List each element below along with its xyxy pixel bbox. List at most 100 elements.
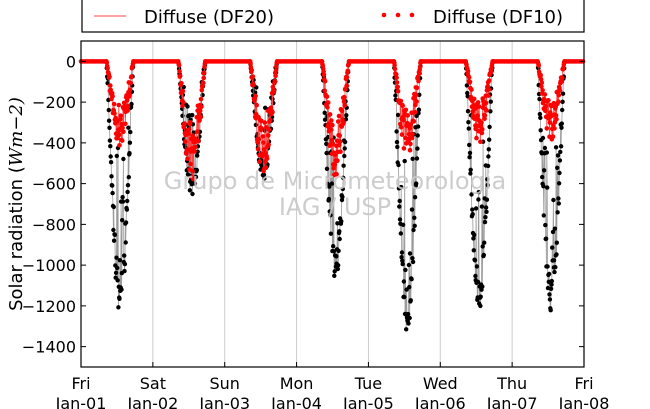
total-radiation-point (407, 251, 413, 256)
total-radiation-point (119, 287, 124, 292)
diffuse-df10-point (342, 103, 348, 108)
x-tick-label-date: Jan-02 (126, 394, 178, 409)
diffuse-df10-point (186, 127, 192, 132)
diffuse-df10-point (177, 73, 183, 78)
diffuse-df10-point (116, 132, 122, 138)
total-radiation-point (559, 125, 564, 130)
total-radiation-point (406, 321, 411, 326)
total-radiation-point (409, 207, 415, 212)
y-tick-label: −1000 (22, 256, 76, 275)
total-radiation-point (332, 273, 337, 278)
diffuse-df10-point (399, 132, 405, 137)
total-radiation-point (324, 141, 329, 147)
total-radiation-point (399, 184, 404, 190)
x-tick-label-day: Fri (574, 374, 593, 393)
total-radiation-point (332, 269, 337, 274)
total-radiation-point (261, 172, 267, 177)
diffuse-df10-point (406, 131, 412, 137)
diffuse-df10-point (179, 81, 184, 86)
y-tick-label: −1400 (22, 338, 76, 357)
y-axis-label-unit: Wm (6, 131, 27, 167)
x-tick-label-day: Sun (209, 374, 239, 393)
diffuse-df10-point (261, 140, 266, 145)
diffuse-df10-point (414, 85, 420, 91)
total-radiation-point (114, 255, 119, 260)
diffuse-df10-point (199, 87, 205, 93)
diffuse-df10-point (472, 116, 477, 121)
diffuse-df10-point (336, 113, 342, 119)
total-radiation-point (475, 279, 481, 285)
diffuse-df10-point (392, 63, 397, 68)
total-radiation-point (400, 261, 405, 267)
total-radiation-point (109, 174, 114, 179)
diffuse-df10-point (417, 71, 422, 76)
diffuse-df10-point (272, 78, 278, 84)
diffuse-df10-point (550, 134, 556, 139)
total-radiation-point (541, 184, 546, 189)
total-radiation-point (410, 259, 416, 265)
total-radiation-point (550, 229, 556, 235)
total-radiation-point (554, 252, 559, 257)
diffuse-df10-point (182, 139, 188, 144)
diffuse-df10-point (334, 172, 339, 177)
diffuse-df10-point (395, 88, 401, 94)
diffuse-df10-point (540, 88, 545, 93)
diffuse-df10-point (121, 129, 126, 135)
diffuse-df10-point (480, 126, 485, 132)
total-radiation-point (415, 124, 421, 129)
diffuse-df10-point (257, 159, 263, 164)
total-radiation-point (397, 217, 403, 222)
total-radiation-point (469, 192, 474, 197)
diffuse-df10-point (180, 103, 185, 109)
total-radiation-point (125, 198, 130, 204)
diffuse-df10-point (471, 96, 477, 102)
diffuse-df10-point (191, 176, 196, 182)
total-radiation-point (344, 113, 349, 118)
total-radiation-point (474, 264, 480, 269)
diffuse-df10-point (465, 68, 471, 74)
total-radiation-point (537, 111, 543, 117)
total-radiation-point (542, 145, 548, 151)
diffuse-df10-point (408, 141, 413, 147)
diffuse-df10-point (322, 79, 328, 84)
total-radiation-point (482, 219, 488, 225)
total-radiation-point (473, 206, 479, 211)
total-radiation-point (341, 163, 346, 168)
total-radiation-point (108, 160, 114, 165)
total-radiation-point (484, 197, 490, 202)
diffuse-df10-point (337, 133, 343, 138)
total-radiation-point (263, 105, 268, 111)
total-radiation-point (337, 229, 342, 234)
total-radiation-point (541, 213, 546, 218)
total-radiation-point (414, 156, 420, 161)
diffuse-df10-point (251, 82, 256, 87)
x-tick-label-date: Jan-05 (342, 394, 394, 409)
diffuse-df10-point (127, 92, 132, 98)
total-radiation-point (120, 218, 125, 223)
diffuse-df10-point (345, 68, 351, 74)
total-radiation-point (125, 189, 130, 195)
total-radiation-point (108, 144, 113, 149)
legend: Diffuse (DF20) Diffuse (DF10) (81, 0, 585, 33)
x-tick-label-date: Jan-07 (486, 394, 538, 409)
total-radiation-point (415, 133, 420, 138)
watermark-line-1: Grupo de Micrometeorologia (164, 167, 506, 195)
total-radiation-point (327, 209, 332, 214)
total-radiation-point (471, 248, 476, 253)
total-radiation-point (127, 151, 132, 156)
diffuse-df10-point (543, 108, 548, 114)
diffuse-df10-point (325, 105, 330, 110)
diffuse-df10-point (335, 158, 340, 163)
diffuse-df10-point (407, 126, 413, 131)
total-radiation-point (121, 156, 126, 162)
diffuse-df10-point (194, 129, 200, 134)
diffuse-df10-point (325, 100, 331, 105)
legend-dot-swatch-2 (395, 12, 401, 18)
total-radiation-point (481, 252, 486, 258)
diffuse-df10-point (330, 122, 335, 128)
total-radiation-point (405, 311, 411, 317)
diffuse-df10-point (469, 87, 474, 92)
diffuse-df10-point (483, 100, 489, 106)
diffuse-df10-point (119, 121, 125, 127)
total-radiation-point (115, 265, 120, 271)
